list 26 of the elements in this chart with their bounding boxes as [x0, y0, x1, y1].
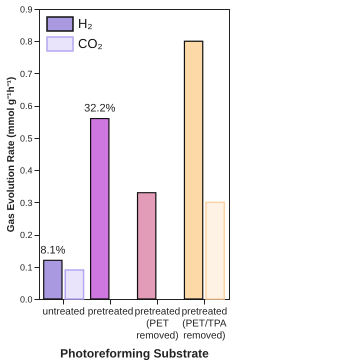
annotation: 32.2%: [84, 102, 116, 115]
bar: [90, 118, 110, 300]
y-tick-label: 0.4: [20, 166, 32, 176]
y-axis-title: Gas Evolution Rate (mmol g⁻¹h⁻¹): [6, 76, 17, 232]
y-tick-label: 0.5: [20, 133, 32, 144]
legend-label: CO₂: [78, 36, 103, 51]
x-tick-label: untreated: [42, 306, 85, 318]
y-tick-label: 0.6: [20, 101, 32, 112]
y-tick-label: 0.8: [20, 36, 32, 47]
y-tick-label: 0.9: [20, 4, 32, 14]
y-tick-label: 0.0: [20, 294, 32, 304]
x-tick-label: pretreated: [88, 306, 134, 318]
annotation: 8.1%: [40, 244, 66, 256]
x-axis-title: Photoreforming Substrate: [60, 346, 210, 360]
bar: [64, 269, 84, 300]
bar: [43, 260, 63, 300]
bar: [136, 192, 156, 300]
bar: [184, 40, 204, 300]
y-tick-label: 0.3: [20, 198, 32, 208]
x-tick-label: pretreated (PET removed): [134, 306, 180, 342]
y-tick-label: 0.7: [20, 68, 32, 79]
y-tick-label: 0.1: [20, 262, 32, 272]
bar: [205, 202, 226, 300]
legend-label: H₂: [78, 16, 92, 31]
x-tick-label: pretreated (PET/TPA removed): [182, 306, 228, 342]
y-tick-label: 0.2: [20, 230, 32, 240]
